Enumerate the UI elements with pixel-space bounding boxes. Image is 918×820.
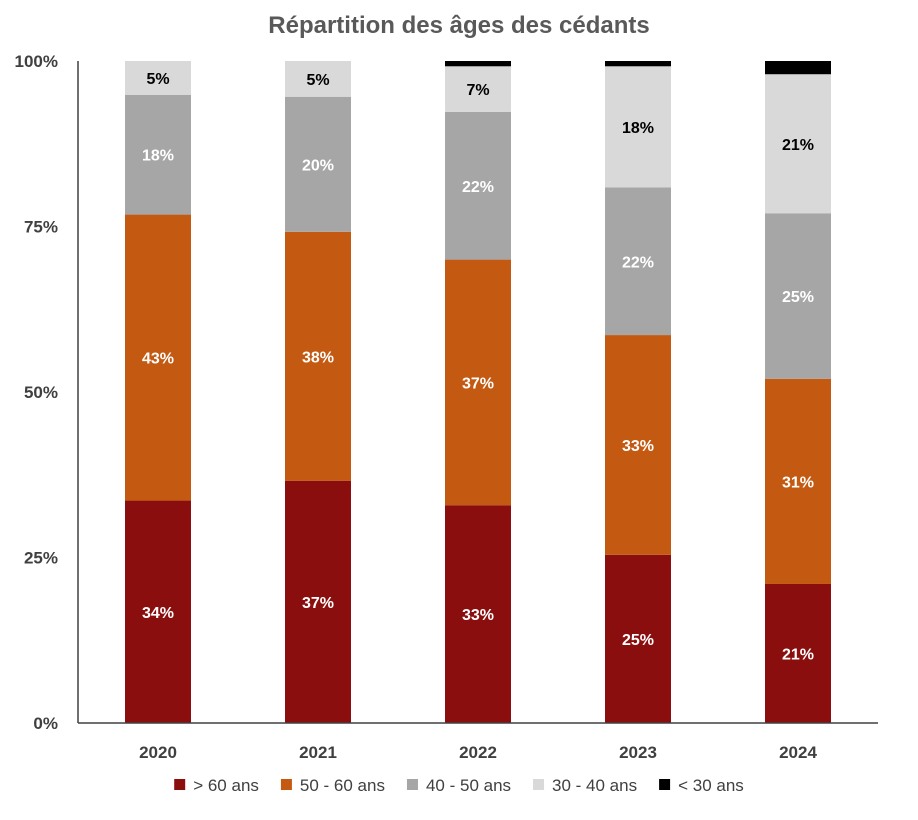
legend-item: 40 - 50 ans (406, 776, 511, 795)
legend-swatch (280, 779, 292, 790)
data-label: 22% (462, 179, 494, 196)
legend-swatch (533, 779, 545, 790)
bar-segment (445, 61, 511, 67)
bar-segment (125, 94, 191, 215)
bar-segment (765, 378, 831, 584)
legend-item: > 60 ans (174, 776, 259, 795)
bar-segment (285, 61, 351, 97)
data-label: 25% (782, 289, 814, 306)
bar-segment (445, 505, 511, 723)
x-axis-labels: 2020 2021 2022 2023 2024 (139, 743, 817, 762)
data-labels: 34% 43% 18% 5% 37% 38% 20% 5% 33% 37% 22% 7% 25% 33% 2… (142, 71, 814, 664)
data-label: 21% (782, 137, 814, 154)
data-label: 7% (466, 82, 489, 99)
legend-label: < 30 ans (678, 776, 744, 795)
legend: > 60 ans 50 - 60 ans 40 - 50 ans 30 - 40 an… (174, 776, 744, 795)
bar-segment (125, 214, 191, 501)
bar-segment (765, 74, 831, 214)
y-tick-label: 75% (24, 218, 58, 237)
bar-segment (285, 480, 351, 723)
bar-segment (125, 61, 191, 95)
x-tick-label: 2021 (299, 743, 337, 762)
bar-segment (445, 66, 511, 112)
legend-swatch (174, 779, 186, 790)
legend-swatch (406, 779, 418, 790)
data-label: 22% (622, 254, 654, 271)
legend-label: > 60 ans (193, 776, 259, 795)
chart-title: Répartition des âges des cédants (268, 12, 649, 39)
y-tick-label: 100% (15, 52, 58, 71)
bar-segment (605, 554, 671, 723)
data-label: 5% (306, 72, 329, 89)
data-label: 37% (462, 375, 494, 392)
bar-segment (605, 61, 671, 67)
data-label: 38% (302, 349, 334, 366)
bar-segment (765, 583, 831, 723)
x-tick-label: 2022 (459, 743, 497, 762)
legend-item: 30 - 40 ans (533, 776, 637, 795)
bar-segment (125, 500, 191, 723)
legend-label: 40 - 50 ans (426, 776, 511, 795)
bars (125, 61, 831, 723)
legend-item: < 30 ans (659, 776, 744, 795)
bar-segment (765, 61, 831, 75)
data-label: 21% (782, 646, 814, 663)
x-tick-label: 2023 (619, 743, 657, 762)
data-label: 18% (142, 148, 174, 165)
bar-segment (765, 213, 831, 379)
data-label: 33% (462, 607, 494, 624)
bar-segment (445, 259, 511, 506)
data-label: 25% (622, 632, 654, 649)
legend-swatch (659, 779, 671, 790)
y-tick-label: 25% (24, 549, 58, 568)
data-label: 20% (302, 157, 334, 174)
data-label: 33% (622, 438, 654, 455)
legend-label: 30 - 40 ans (552, 776, 637, 795)
data-label: 37% (302, 595, 334, 612)
bar-segment (605, 335, 671, 555)
data-label: 34% (142, 605, 174, 622)
y-tick-label: 50% (24, 383, 58, 402)
y-tick-label: 0% (33, 714, 58, 733)
data-label: 18% (622, 120, 654, 137)
bar-segment (445, 111, 511, 260)
bar-segment (285, 231, 351, 481)
bar-segment (605, 66, 671, 188)
legend-item: 50 - 60 ans (280, 776, 385, 795)
data-label: 43% (142, 351, 174, 368)
bar-segment (605, 187, 671, 336)
legend-label: 50 - 60 ans (300, 776, 385, 795)
data-label: 31% (782, 474, 814, 491)
x-tick-label: 2020 (139, 743, 177, 762)
x-tick-label: 2024 (779, 743, 817, 762)
bar-segment (285, 96, 351, 232)
data-label: 5% (146, 71, 169, 88)
y-axis-ticks: 0% 25% 50% 75% 100% (15, 52, 58, 733)
